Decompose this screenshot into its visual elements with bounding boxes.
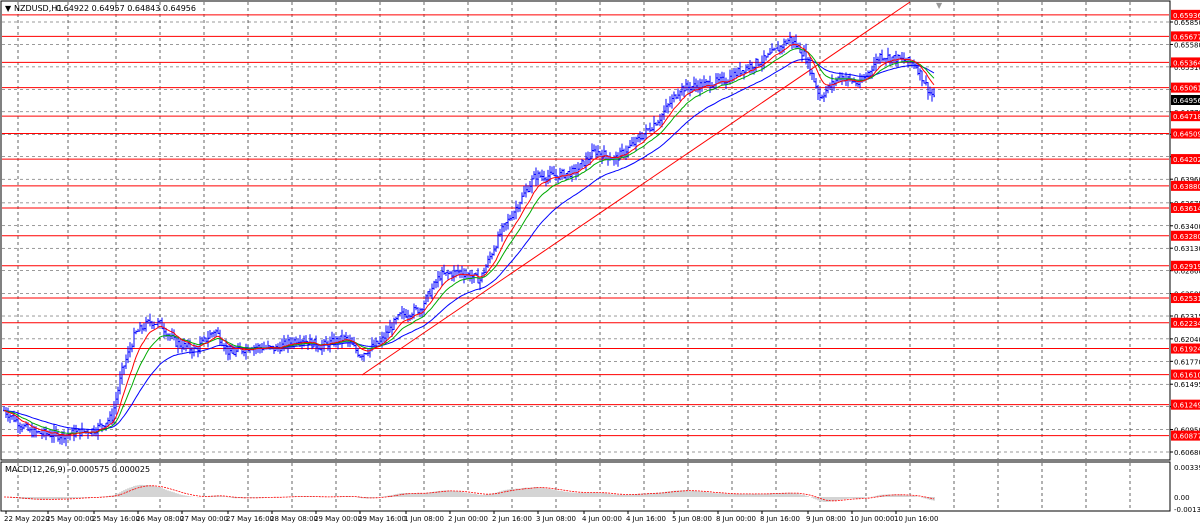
level-tag-label: 0.60877 xyxy=(1173,433,1200,441)
time-tick-label: 28 May 08:00 xyxy=(270,515,318,523)
level-tag-label: 0.61924 xyxy=(1173,346,1200,354)
level-tag-bg xyxy=(1171,317,1200,328)
time-tick-label: 4 Jun 16:00 xyxy=(626,515,666,523)
time-tick-label: 3 Jun 08:00 xyxy=(536,515,576,523)
level-tag-bg xyxy=(1171,180,1200,191)
level-tag-bg xyxy=(1171,154,1200,165)
level-tag-label: 0.62531 xyxy=(1173,295,1200,303)
time-tick-label: 27 May 00:00 xyxy=(180,515,228,523)
level-tag-label: 0.61249 xyxy=(1173,402,1200,410)
level-tag-bg xyxy=(1171,260,1200,271)
time-tick-label: 22 May 2020 xyxy=(4,515,50,523)
time-tick-label: 26 May 08:00 xyxy=(136,515,184,523)
macd-level-top: 0.003397 xyxy=(1174,464,1200,472)
level-tag-bg xyxy=(1171,430,1200,441)
ma-slow-line xyxy=(3,58,935,431)
level-tag-bg xyxy=(1171,111,1200,122)
time-tick-label: 10 Jun 00:00 xyxy=(850,515,894,523)
level-tag-label: 0.64509 xyxy=(1173,131,1200,139)
level-tag-bg xyxy=(1171,399,1200,410)
level-tag-bg xyxy=(1171,128,1200,139)
macd-level-zero: 0.00 xyxy=(1174,494,1190,502)
level-tag-bg xyxy=(1171,9,1200,20)
moving-averages xyxy=(3,43,935,436)
level-tag-label: 0.65936 xyxy=(1173,12,1200,20)
level-tag-bg xyxy=(1171,57,1200,68)
triangle-down-icon[interactable]: ▼ xyxy=(5,4,12,13)
ma-mid-line xyxy=(3,47,935,434)
time-tick-label: 25 May 16:00 xyxy=(92,515,140,523)
level-tag-label: 0.65061 xyxy=(1173,85,1200,93)
level-price-tags: 0.65936 0.65677 0.65364 0.65061 0.64718 0.645… xyxy=(1171,9,1200,441)
time-tick-label: 25 May 00:00 xyxy=(46,515,94,523)
level-tag-label: 0.62234 xyxy=(1173,320,1200,328)
time-tick-label: 1 Jun 08:00 xyxy=(404,515,444,523)
price-tick-label: 0.61495 xyxy=(1174,381,1200,389)
level-tag-label: 0.62919 xyxy=(1173,263,1200,271)
time-tick-label: 5 Jun 08:00 xyxy=(672,515,712,523)
level-tag-bg xyxy=(1171,202,1200,213)
time-tick-label: 4 Jun 00:00 xyxy=(582,515,622,523)
time-tick-label: 2 Jun 00:00 xyxy=(448,515,488,523)
trendlines[interactable] xyxy=(361,1,911,376)
time-tick-label: 27 May 16:00 xyxy=(226,515,274,523)
level-tag-bg xyxy=(1171,293,1200,304)
level-tag-label: 0.64202 xyxy=(1173,156,1200,164)
shift-marker-icon[interactable]: ▼ xyxy=(936,1,943,10)
macd-title: MACD(12,26,9) -0.000575 0.000025 xyxy=(5,465,150,474)
time-tick-label: 8 Jun 16:00 xyxy=(760,515,800,523)
time-tick-label: 2 Jun 16:00 xyxy=(492,515,532,523)
price-pane[interactable] xyxy=(0,0,1171,461)
level-tag-bg xyxy=(1171,230,1200,241)
level-tag-label: 0.63880 xyxy=(1173,183,1200,191)
ohlc-readout: 0.64922 0.64957 0.64843 0.64956 xyxy=(56,4,196,13)
time-tick-label: 8 Jun 00:00 xyxy=(716,515,756,523)
trendline-upper[interactable] xyxy=(361,1,911,376)
macd-signal-line xyxy=(4,485,935,502)
ma-fast-line xyxy=(3,43,935,436)
level-tag-bg xyxy=(1171,343,1200,354)
level-tag-bg xyxy=(1171,82,1200,93)
level-tag-label: 0.63614 xyxy=(1173,205,1200,213)
current-price-label: 0.64956 xyxy=(1173,97,1200,105)
current-price-tag: 0.64956 xyxy=(1171,95,1200,105)
level-tag-label: 0.61610 xyxy=(1173,372,1200,380)
time-tick-label: 29 May 00:00 xyxy=(314,515,362,523)
macd-pane[interactable] xyxy=(0,461,1171,512)
grid xyxy=(2,2,1169,510)
level-tag-bg xyxy=(1171,369,1200,380)
level-tag-label: 0.63280 xyxy=(1173,233,1200,241)
time-tick-label: 10 Jun 16:00 xyxy=(894,515,938,523)
time-tick-label: 29 May 16:00 xyxy=(358,515,406,523)
level-tag-bg xyxy=(1171,31,1200,42)
symbol-label: NZDUSD,H1 xyxy=(14,4,62,13)
macd-level-bottom: -0.001359 xyxy=(1174,506,1200,514)
price-tick-label: 0.62315 xyxy=(1174,313,1200,321)
level-tag-label: 0.65364 xyxy=(1173,59,1200,67)
time-tick-label: 9 Jun 08:00 xyxy=(806,515,846,523)
macd-axis: 0.003397 0.00 -0.001359 xyxy=(1174,464,1200,514)
horizontal-levels[interactable] xyxy=(2,14,1169,437)
level-tag-label: 0.65677 xyxy=(1173,33,1200,41)
level-tag-label: 0.64718 xyxy=(1173,113,1200,121)
candles xyxy=(3,31,935,447)
